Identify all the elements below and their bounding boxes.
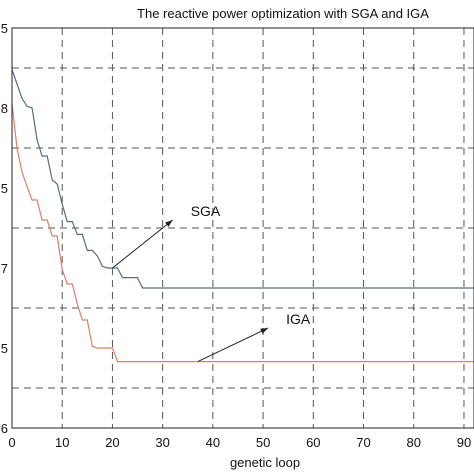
annotation-label: SGA xyxy=(191,203,221,219)
x-tick-label: 50 xyxy=(256,435,270,450)
x-axis-ticks: 0 10 20 30 40 50 60 70 80 90 xyxy=(8,435,471,450)
x-tick-label: 20 xyxy=(105,435,119,450)
plot-frame xyxy=(11,27,474,429)
x-tick-label: 30 xyxy=(155,435,169,450)
chart-title: The reactive power optimization with SGA… xyxy=(137,6,429,21)
annotation-arrowhead xyxy=(260,328,269,334)
x-tick-label: 90 xyxy=(457,435,471,450)
x-tick-label: 10 xyxy=(55,435,69,450)
x-tick-label: 40 xyxy=(206,435,220,450)
annotation-arrowhead xyxy=(165,220,173,227)
y-tick-label: 5 xyxy=(1,21,8,36)
y-tick-label: 5 xyxy=(1,181,8,196)
x-tick-label: 60 xyxy=(306,435,320,450)
series-lines xyxy=(11,69,474,363)
y-axis-ticks: 6 5 7 5 8 5 xyxy=(1,21,8,436)
y-tick-label: 7 xyxy=(1,261,8,276)
y-tick-label: 6 xyxy=(1,421,8,436)
y-tick-label: 5 xyxy=(1,341,8,356)
series-line-sga xyxy=(11,69,474,289)
x-tick-label: 0 xyxy=(8,435,15,450)
grid-lines xyxy=(12,28,474,428)
annotation-label: IGA xyxy=(286,311,311,327)
x-axis-label: genetic loop xyxy=(230,455,300,470)
x-tick-label: 80 xyxy=(407,435,421,450)
annotation-arrow xyxy=(112,219,174,269)
series-line-iga xyxy=(11,103,474,363)
annotations: SGA IGA xyxy=(112,203,311,363)
x-tick-label: 70 xyxy=(356,435,370,450)
y-tick-label: 8 xyxy=(1,101,8,116)
annotation-arrow xyxy=(197,327,269,363)
